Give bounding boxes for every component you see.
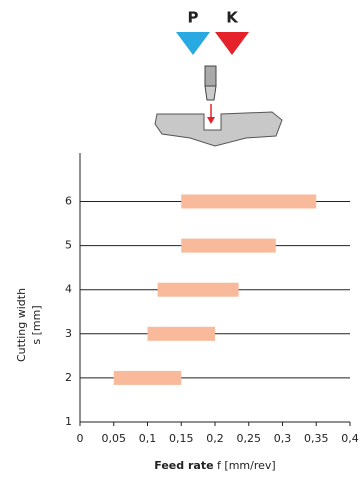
y-tick-label: 2 — [65, 371, 72, 384]
y-tick-label: 5 — [65, 239, 72, 252]
k-label: K — [226, 9, 239, 27]
x-tick-label: 0,05 — [102, 432, 127, 445]
y-axis-label: s [mm] — [30, 305, 43, 344]
y-tick-label: 3 — [65, 327, 72, 340]
y-tick-label: 4 — [65, 283, 72, 296]
x-tick-label: 0,2 — [206, 432, 224, 445]
x-axis-label: Feed rate f [mm/rev] — [154, 459, 275, 472]
tool-tip — [204, 85, 217, 101]
feed-arrowhead — [207, 117, 215, 124]
x-axis-label-unit: f [mm/rev] — [217, 459, 276, 472]
k-triangle — [215, 32, 249, 55]
workpiece — [154, 111, 283, 147]
x-tick-label: 0,4 — [341, 432, 359, 445]
diagram: P K — [154, 9, 283, 147]
bar — [147, 326, 215, 341]
x-tick-label: 0,3 — [274, 432, 292, 445]
x-tick-label: 0,1 — [139, 432, 157, 445]
x-tick-label: 0,25 — [237, 432, 262, 445]
tool-shank — [204, 65, 217, 87]
bar — [113, 370, 182, 385]
x-tick-label: 0,15 — [169, 432, 194, 445]
p-triangle — [176, 32, 210, 55]
x-axis-label-bold: Feed rate — [154, 459, 213, 472]
bar — [181, 238, 276, 253]
bar — [181, 194, 317, 209]
x-tick-label: 0 — [77, 432, 84, 445]
y-axis-label: Cutting width — [15, 288, 28, 362]
y-tick-label: 6 — [65, 195, 72, 208]
x-tick-label: 0,35 — [304, 432, 329, 445]
p-label: P — [188, 9, 199, 27]
bar — [157, 282, 239, 297]
y-tick-label: 1 — [65, 415, 72, 428]
